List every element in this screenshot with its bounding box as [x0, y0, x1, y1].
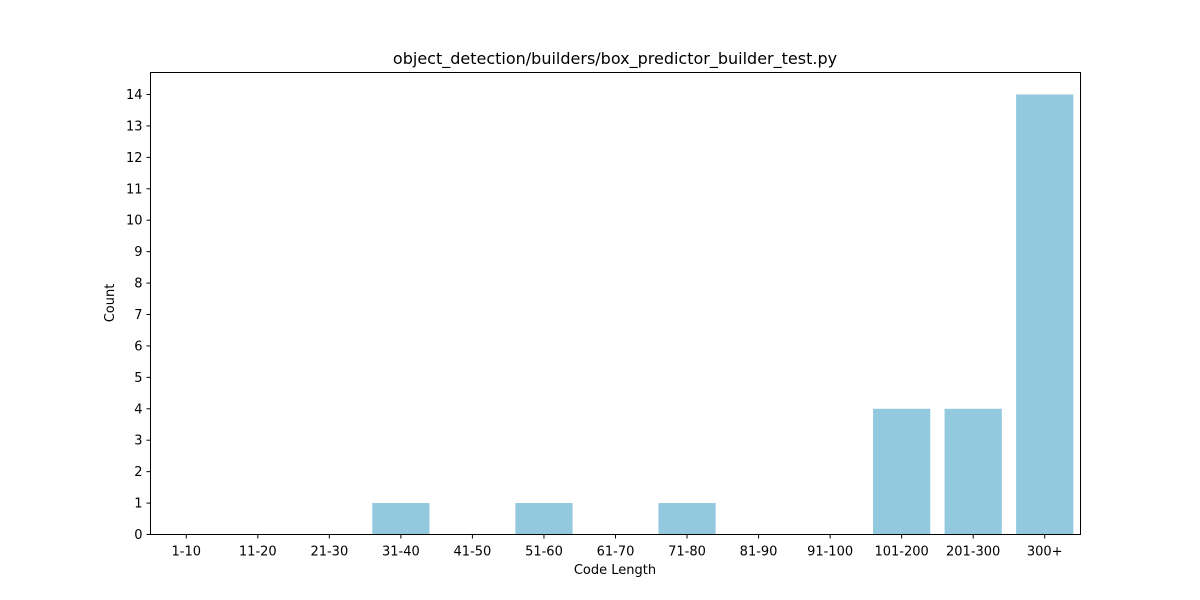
bar-71-80 [658, 503, 716, 535]
x-tick-label: 11-20 [239, 545, 277, 560]
x-tick-label: 61-70 [597, 545, 635, 560]
y-tick-label: 5 [134, 371, 142, 386]
bar-300+ [1016, 94, 1074, 535]
y-tick-label: 7 [134, 308, 142, 323]
x-tick-label: 91-100 [807, 545, 853, 560]
y-axis-label: Count [103, 284, 118, 323]
x-tick-label: 71-80 [668, 545, 706, 560]
y-tick-label: 2 [134, 465, 142, 480]
x-tick-label: 101-200 [874, 545, 928, 560]
bars-group [372, 94, 1074, 535]
x-tick-label: 300+ [1027, 545, 1063, 560]
x-tick-label: 51-60 [525, 545, 563, 560]
x-tick-label: 31-40 [382, 545, 420, 560]
x-tick-label: 41-50 [454, 545, 492, 560]
bar-51-60 [515, 503, 573, 535]
y-tick-label: 9 [134, 245, 142, 260]
y-tick-label: 6 [134, 339, 142, 354]
bar-31-40 [372, 503, 430, 535]
y-tick-label: 1 [134, 497, 142, 512]
x-tick-label: 201-300 [946, 545, 1000, 560]
x-tick-label: 21-30 [310, 545, 348, 560]
bar-101-200 [873, 408, 931, 535]
y-tick-label: 0 [134, 528, 142, 543]
x-tick-label: 81-90 [740, 545, 778, 560]
y-tick-label: 12 [126, 151, 143, 166]
y-tick-label: 13 [126, 119, 143, 134]
x-axis-label: Code Length [574, 563, 656, 578]
y-tick-label: 10 [126, 214, 143, 229]
x-tick-label: 1-10 [172, 545, 202, 560]
chart-title: object_detection/builders/box_predictor_… [393, 49, 837, 69]
y-tick-label: 8 [134, 277, 142, 292]
bar-201-300 [944, 408, 1002, 535]
y-tick-label: 11 [126, 182, 143, 197]
x-axis-ticks: 1-10 11-20 21-30 31-40 41-50 51-60 61-70 71-80 8… [172, 534, 1063, 560]
y-tick-label: 4 [134, 402, 142, 417]
plot-frame [150, 72, 1081, 535]
y-tick-label: 3 [134, 434, 142, 449]
y-tick-label: 14 [126, 88, 143, 103]
